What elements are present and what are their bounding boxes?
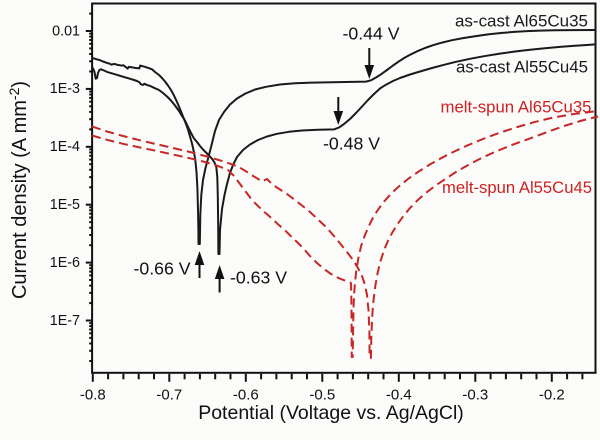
svg-text:1E-7: 1E-7 bbox=[50, 313, 80, 329]
svg-text:-0.6: -0.6 bbox=[233, 387, 259, 404]
svg-text:-0.4: -0.4 bbox=[386, 387, 412, 404]
svg-text:1E-3: 1E-3 bbox=[50, 81, 80, 97]
svg-text:Potential (Voltage vs. Ag/AgCl: Potential (Voltage vs. Ag/AgCl) bbox=[198, 402, 464, 424]
svg-text:-0.2: -0.2 bbox=[539, 387, 565, 404]
svg-text:melt-spun Al65Cu35: melt-spun Al65Cu35 bbox=[441, 98, 592, 117]
svg-text:-0.44 V: -0.44 V bbox=[342, 24, 399, 44]
svg-text:-0.5: -0.5 bbox=[309, 387, 335, 404]
svg-text:1E-6: 1E-6 bbox=[50, 255, 80, 271]
svg-text:-0.8: -0.8 bbox=[80, 387, 106, 404]
svg-text:Current density (A mm-2): Current density (A mm-2) bbox=[6, 81, 31, 299]
svg-text:-0.3: -0.3 bbox=[462, 387, 488, 404]
svg-text:1E-5: 1E-5 bbox=[50, 197, 80, 213]
svg-text:-0.7: -0.7 bbox=[156, 387, 182, 404]
svg-text:as-cast Al55Cu45: as-cast Al55Cu45 bbox=[456, 58, 588, 77]
svg-text:as-cast Al65Cu35: as-cast Al65Cu35 bbox=[455, 12, 588, 31]
svg-text:-0.66 V: -0.66 V bbox=[133, 259, 190, 279]
svg-text:-0.48 V: -0.48 V bbox=[323, 134, 380, 154]
svg-text:melt-spun Al55Cu45: melt-spun Al55Cu45 bbox=[442, 178, 592, 197]
svg-text:-0.63 V: -0.63 V bbox=[230, 268, 287, 288]
svg-text:0.01: 0.01 bbox=[52, 23, 80, 39]
svg-text:1E-4: 1E-4 bbox=[50, 139, 80, 155]
